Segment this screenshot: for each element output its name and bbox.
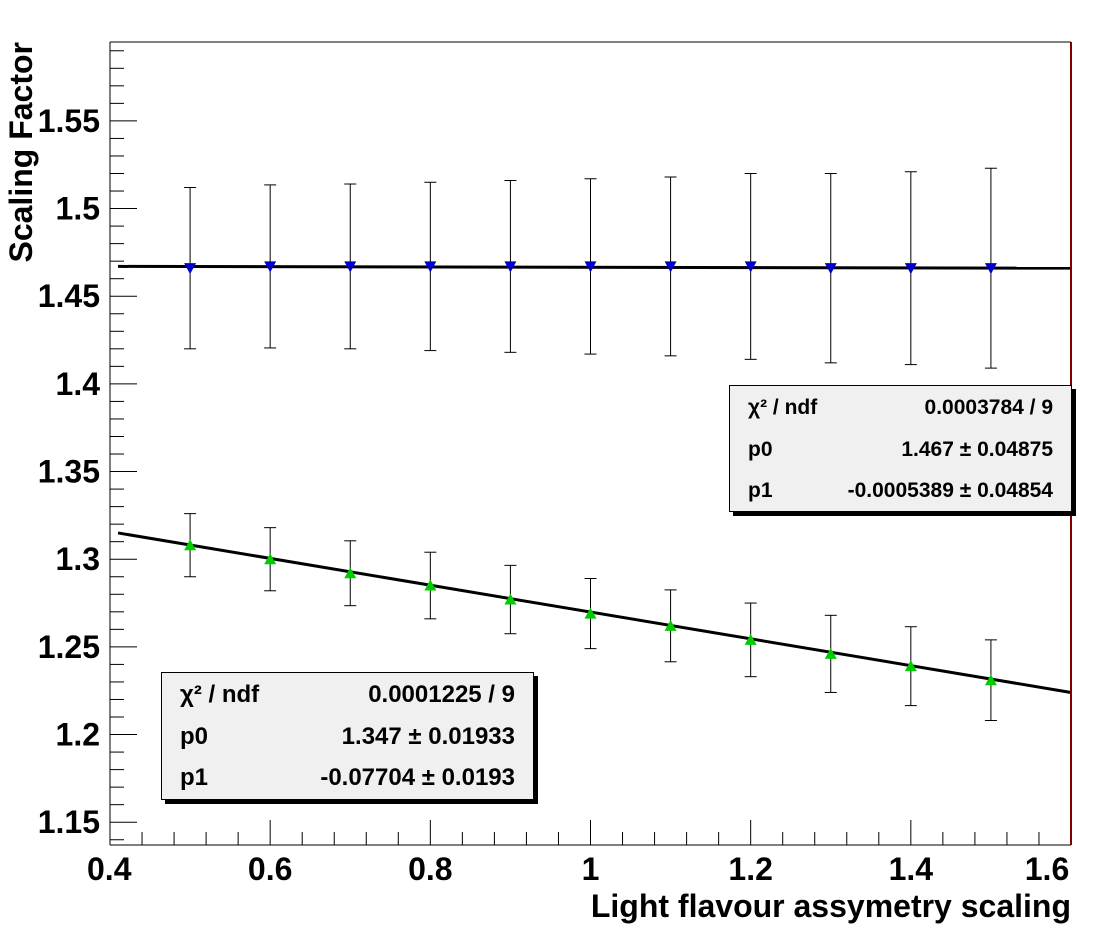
- stat-name: χ² / ndf: [180, 681, 260, 708]
- x-tick-label: 0.4: [87, 851, 132, 887]
- stat-name: p1: [180, 764, 209, 791]
- x-tick-label: 0.8: [408, 851, 452, 887]
- y-tick-label: 1.25: [38, 629, 100, 665]
- x-tick-label: 0.6: [248, 851, 292, 887]
- y-tick-label: 1.15: [38, 804, 100, 840]
- data-point: [264, 261, 277, 273]
- tick-labels: 0.4 0.6 0.8 1 1.2 1.4 1.6 1.15 1.2 1.25 1.3 1.35 1.4…: [38, 103, 1070, 887]
- stat-name: p0: [180, 723, 209, 750]
- stat-value: 1.467 ± 0.04875: [901, 438, 1053, 461]
- data-point: [424, 261, 437, 273]
- data-point: [584, 261, 597, 273]
- y-tick-label: 1.55: [38, 103, 100, 139]
- data-point: [584, 607, 597, 619]
- stat-name: p1: [748, 479, 773, 502]
- data-point: [904, 660, 917, 672]
- data-point: [344, 261, 357, 273]
- stat-row-p1: p1 -0.0005389 ± 0.04854: [730, 471, 1071, 511]
- data-point: [184, 263, 197, 275]
- data-points: [184, 167, 997, 722]
- data-point: [504, 261, 517, 273]
- data-point: [824, 263, 837, 275]
- data-point: [904, 263, 917, 275]
- axis-ticks: [109, 50, 1072, 845]
- stat-value: -0.0005389 ± 0.04854: [847, 479, 1053, 502]
- data-point: [184, 539, 197, 551]
- y-tick-label: 1.3: [56, 541, 100, 577]
- fit-stats-box-upper: χ² / ndf 0.0003784 / 9 p0 1.467 ± 0.0487…: [729, 385, 1072, 512]
- data-point: [744, 261, 757, 273]
- x-tick-label: 1: [582, 851, 600, 887]
- data-point: [424, 579, 437, 591]
- data-point: [344, 567, 357, 579]
- x-tick-label: 1.6: [1025, 851, 1069, 887]
- stat-name: p0: [748, 438, 773, 461]
- data-point: [744, 633, 757, 645]
- fit-stats-box-lower: χ² / ndf 0.0001225 / 9 p0 1.347 ± 0.0193…: [161, 672, 534, 800]
- stat-value: 0.0003784 / 9: [924, 396, 1053, 419]
- y-tick-label: 1.35: [38, 454, 100, 490]
- stat-row-p1: p1 -0.07704 ± 0.0193: [162, 758, 533, 798]
- stat-row-chi2: χ² / ndf 0.0001225 / 9: [162, 675, 533, 715]
- data-point: [984, 674, 997, 686]
- data-point: [664, 261, 677, 273]
- y-tick-label: 1.5: [56, 191, 100, 227]
- stat-row-chi2: χ² / ndf 0.0003784 / 9: [730, 388, 1071, 428]
- y-tick-label: 1.2: [56, 717, 100, 753]
- x-tick-label: 1.2: [728, 851, 772, 887]
- data-point: [504, 593, 517, 605]
- y-tick-label: 1.45: [38, 278, 100, 314]
- data-point: [264, 553, 277, 565]
- y-axis-title: Scaling Factor: [3, 42, 39, 263]
- stat-value: 1.347 ± 0.01933: [341, 723, 515, 750]
- data-point: [664, 619, 677, 631]
- data-point: [984, 263, 997, 275]
- x-axis-title: Light flavour assymetry scaling: [591, 888, 1071, 924]
- stat-name: χ² / ndf: [748, 396, 818, 419]
- y-tick-label: 1.4: [56, 366, 101, 402]
- data-point: [824, 647, 837, 659]
- stat-row-p0: p0 1.467 ± 0.04875: [730, 430, 1071, 470]
- stat-row-p0: p0 1.347 ± 0.01933: [162, 717, 533, 757]
- x-tick-label: 1.4: [889, 851, 934, 887]
- fit-line: [118, 264, 1072, 270]
- stat-value: -0.07704 ± 0.0193: [320, 764, 515, 791]
- stat-value: 0.0001225 / 9: [368, 681, 515, 708]
